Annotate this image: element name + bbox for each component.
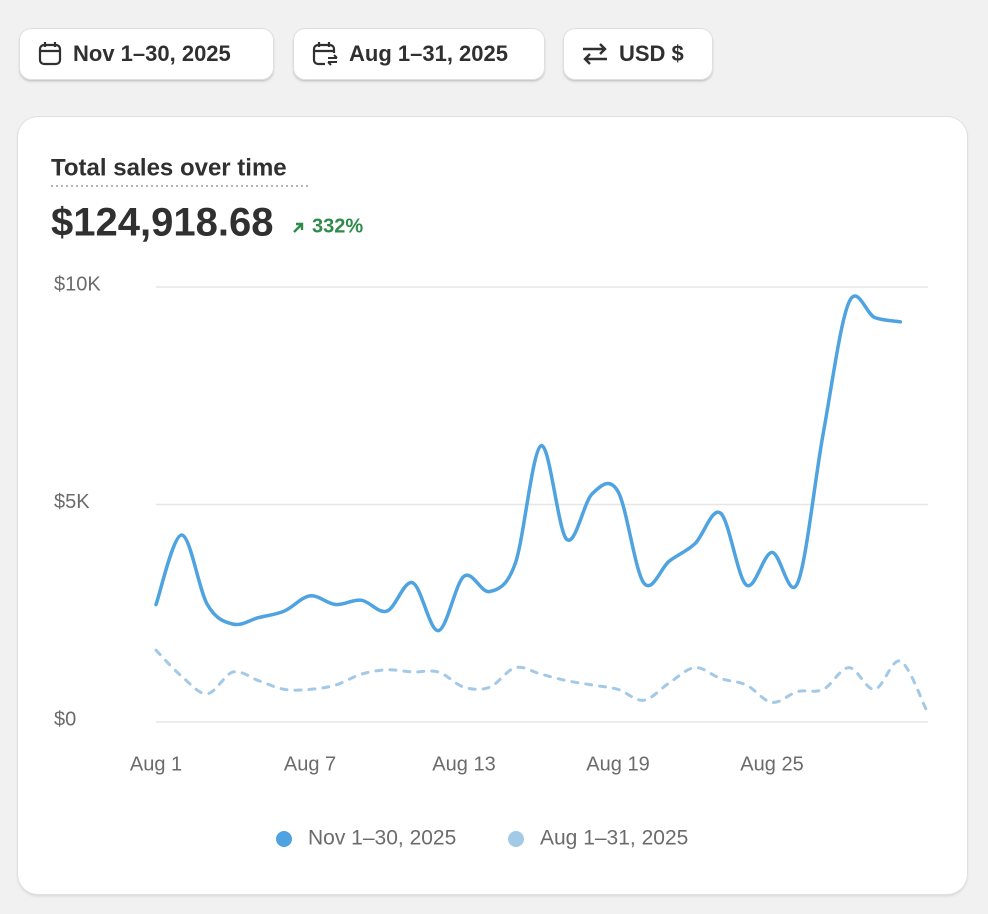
x-tick-label: Aug 19 bbox=[586, 753, 649, 775]
change-percent: 332% bbox=[312, 215, 363, 237]
legend-label: Aug 1–31, 2025 bbox=[540, 827, 688, 850]
x-tick-label: Aug 7 bbox=[284, 753, 336, 775]
y-tick-label: $10K bbox=[54, 273, 101, 295]
button-label: USD $ bbox=[619, 41, 684, 66]
y-tick-label: $0 bbox=[54, 708, 76, 730]
calendar-compare-icon bbox=[312, 42, 338, 66]
sales-card: Total sales over time $124,918.68 332% $… bbox=[18, 117, 967, 894]
legend-swatch bbox=[508, 831, 524, 847]
current-series-line bbox=[154, 294, 903, 633]
up-arrow bbox=[293, 222, 304, 233]
calendar-icon bbox=[38, 42, 62, 66]
card-title: Total sales over time bbox=[51, 154, 287, 181]
legend-label: Nov 1–30, 2025 bbox=[308, 827, 456, 850]
button-label: Aug 1–31, 2025 bbox=[349, 41, 508, 66]
button-label: Nov 1–30, 2025 bbox=[73, 41, 231, 66]
x-tick-label: Aug 1 bbox=[130, 753, 182, 775]
chart: Total sales over time $124,918.68 332% $… bbox=[51, 154, 928, 850]
x-tick-label: Aug 25 bbox=[740, 753, 803, 775]
exchange-icon bbox=[583, 43, 607, 65]
y-tick-label: $5K bbox=[54, 491, 90, 513]
currency-button[interactable]: USD $ bbox=[563, 28, 713, 80]
comparison-series-line bbox=[154, 648, 928, 711]
legend-swatch bbox=[276, 831, 292, 847]
compare-button[interactable]: Aug 1–31, 2025 bbox=[293, 28, 545, 80]
date-range-button[interactable]: Nov 1–30, 2025 bbox=[19, 28, 274, 80]
total-sales: $124,918.68 bbox=[51, 201, 273, 245]
x-tick-label: Aug 13 bbox=[432, 753, 495, 775]
